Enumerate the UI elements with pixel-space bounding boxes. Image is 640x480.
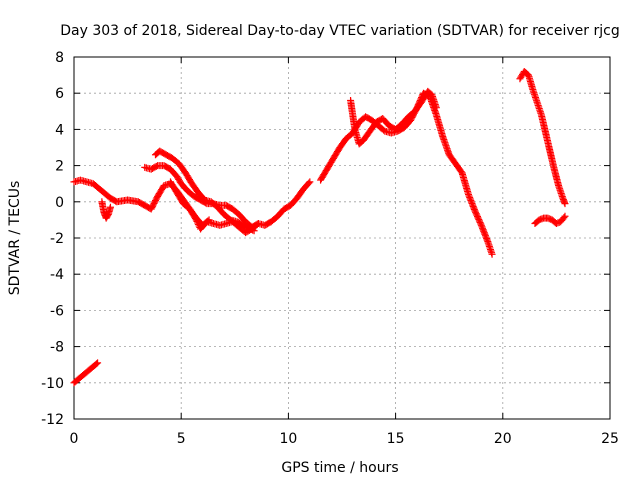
y-tick-label: 2 bbox=[55, 159, 64, 175]
y-tick-label: -8 bbox=[50, 340, 64, 356]
y-axis-label: SDTVAR / TECUs bbox=[7, 181, 23, 296]
data-points bbox=[70, 67, 569, 387]
x-tick-label: 20 bbox=[494, 431, 512, 447]
x-tick-label: 25 bbox=[601, 431, 619, 447]
data-point bbox=[561, 212, 569, 220]
data-point bbox=[205, 216, 213, 224]
y-tick-label: -6 bbox=[50, 303, 64, 319]
y-tick-label: -12 bbox=[41, 412, 64, 428]
y-tick-label: -10 bbox=[41, 376, 64, 392]
data-point bbox=[204, 217, 212, 225]
data-point bbox=[432, 104, 440, 112]
x-tick-labels: 0 5 10 15 20 25 bbox=[70, 431, 619, 447]
data-point bbox=[306, 178, 314, 186]
data-point bbox=[488, 250, 496, 258]
data-point bbox=[106, 203, 114, 211]
data-point bbox=[561, 200, 569, 208]
x-tick-label: 0 bbox=[70, 431, 79, 447]
y-tick-label: 8 bbox=[55, 50, 64, 66]
y-tick-label: -2 bbox=[50, 231, 64, 247]
series-trace-b bbox=[141, 162, 262, 231]
data-point bbox=[254, 220, 262, 228]
y-tick-label: 0 bbox=[55, 195, 64, 211]
series-trace-g bbox=[347, 87, 440, 148]
data-point bbox=[305, 179, 313, 187]
data-point bbox=[253, 220, 261, 228]
data-point bbox=[250, 227, 258, 235]
x-tick-label: 10 bbox=[279, 431, 297, 447]
series-trace-e bbox=[70, 359, 102, 387]
y-tick-labels: -12 -10 -8 -6 -4 -2 0 2 4 6 8 bbox=[41, 50, 64, 428]
x-tick-label: 5 bbox=[177, 431, 186, 447]
series-trace-d bbox=[166, 178, 213, 229]
data-point bbox=[93, 360, 101, 368]
chart-title: Day 303 of 2018, Sidereal Day-to-day VTE… bbox=[60, 23, 619, 39]
y-tick-label: 4 bbox=[55, 122, 64, 138]
series-trace-h bbox=[516, 67, 569, 208]
data-point bbox=[560, 214, 568, 222]
series-trace-f bbox=[317, 89, 496, 258]
y-tick-label: -4 bbox=[50, 267, 64, 283]
series-trace-a-dip bbox=[98, 198, 114, 222]
grid bbox=[74, 57, 610, 419]
y-tick-label: 6 bbox=[55, 86, 64, 102]
x-axis-label: GPS time / hours bbox=[281, 460, 398, 476]
data-point bbox=[249, 226, 257, 234]
series-trace-c bbox=[151, 147, 258, 235]
data-point bbox=[94, 359, 102, 367]
series-trace-i bbox=[531, 212, 569, 228]
x-tick-label: 15 bbox=[387, 431, 405, 447]
